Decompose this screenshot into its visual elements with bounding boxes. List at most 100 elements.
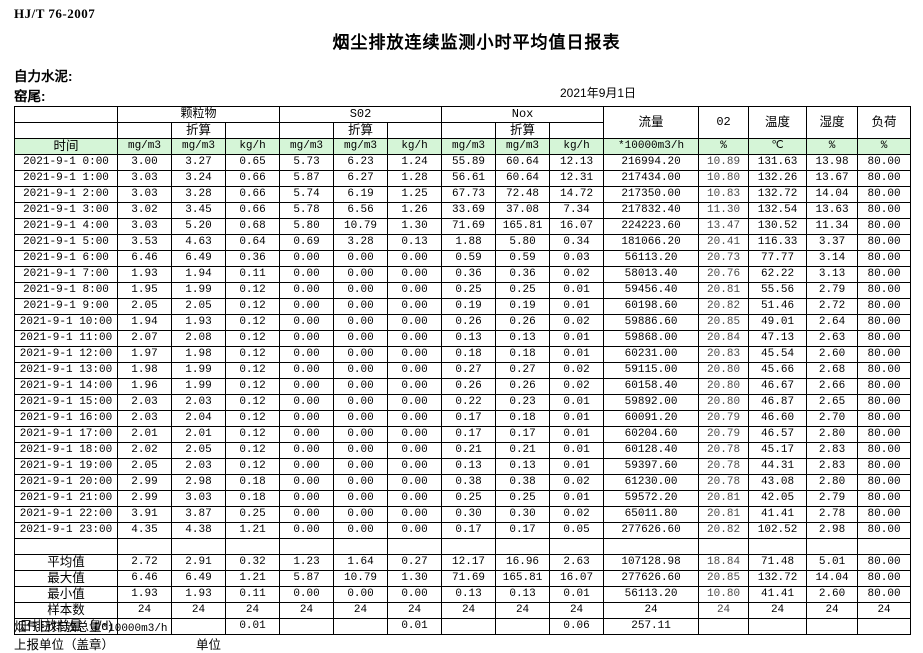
cell-value: 80.00 xyxy=(857,186,912,203)
header-blank-corner-2 xyxy=(14,122,118,139)
table-row-summary: 平均值 2.72 2.91 0.32 1.23 1.64 0.27 12.17 16.96 2.6… xyxy=(14,554,912,571)
cell-value: 80.00 xyxy=(857,250,912,267)
cell-value: 0.01 xyxy=(224,618,281,635)
cell-value: 59892.00 xyxy=(603,394,700,411)
cell-value: 24 xyxy=(224,602,281,619)
cell-value: 0.00 xyxy=(279,522,335,539)
cell-value: 59456.40 xyxy=(603,282,700,299)
cell-value: 0.12 xyxy=(224,410,281,427)
cell-value: 0.69 xyxy=(279,234,335,251)
unit-humidity: % xyxy=(806,138,859,155)
cell-value: 0.18 xyxy=(441,346,497,363)
cell-value: 60.64 xyxy=(495,170,551,187)
cell-value: 1.30 xyxy=(387,570,443,587)
cell-value: 20.41 xyxy=(698,234,750,251)
cell-value: 0.00 xyxy=(333,346,389,363)
cell-value: 0.12 xyxy=(224,282,281,299)
cell-time: 2021-9-1 1:00 xyxy=(14,170,118,187)
cell-value: 0.02 xyxy=(549,362,605,379)
group-header-so2: S02 xyxy=(279,106,443,123)
cell-value: 0.01 xyxy=(549,298,605,315)
cell-value: 0.00 xyxy=(333,266,389,283)
cell-value: 0.68 xyxy=(224,218,281,235)
cell-value: 0.01 xyxy=(549,426,605,443)
cell-value: 0.13 xyxy=(495,586,551,603)
cell-value: 2.64 xyxy=(806,314,859,331)
cell-value: 0.25 xyxy=(441,282,497,299)
table-body: 2021-9-1 0:00 3.00 3.27 0.65 5.73 6.23 1.24 55.… xyxy=(14,154,912,635)
cell-value: 0.66 xyxy=(224,186,281,203)
cell-value: 6.19 xyxy=(333,186,389,203)
cell-value: 3.03 xyxy=(171,490,226,507)
cell-value: 58013.40 xyxy=(603,266,700,283)
cell-value: 1.93 xyxy=(117,586,172,603)
cell-value: 3.28 xyxy=(171,186,226,203)
cell-value: 10.79 xyxy=(333,570,389,587)
cell-summary-label: 最小值 xyxy=(14,586,118,603)
cell-value: 20.81 xyxy=(698,490,750,507)
report-date: 2021年9月1日 xyxy=(560,86,637,100)
cell-value: 0.00 xyxy=(279,490,335,507)
cell-value: 24 xyxy=(698,602,750,619)
cell-value: 0.17 xyxy=(441,522,497,539)
cell-value: 12.31 xyxy=(549,170,605,187)
cell-value: 20.83 xyxy=(698,346,750,363)
table-row-hourly: 2021-9-1 18:00 2.02 2.05 0.12 0.00 0.00 0.00 0.… xyxy=(14,442,912,459)
cell-value: 10.79 xyxy=(333,218,389,235)
cell-value: 2.07 xyxy=(117,330,172,347)
cell-value: 0.00 xyxy=(279,474,335,491)
cell-value: 49.01 xyxy=(748,314,808,331)
cell-value: 24 xyxy=(279,602,335,619)
cell-value: 60231.00 xyxy=(603,346,700,363)
cell-value: 24 xyxy=(441,602,497,619)
cell-value: 80.00 xyxy=(857,170,912,187)
cell-value: 0.00 xyxy=(333,474,389,491)
group-header-particulate: 颗粒物 xyxy=(116,106,281,123)
cell-value: 71.69 xyxy=(441,218,497,235)
cell-value: 1.94 xyxy=(117,314,172,331)
cell-value: 3.24 xyxy=(171,170,226,187)
cell-value: 46.87 xyxy=(748,394,808,411)
cell-value: 80.00 xyxy=(857,570,912,587)
cell-value: 0.38 xyxy=(495,474,551,491)
table-row-hourly: 2021-9-1 4:00 3.03 5.20 0.68 5.80 10.79 1.30 71… xyxy=(14,218,912,235)
cell-value: 216994.20 xyxy=(603,154,700,171)
subheader-particulate-rate xyxy=(224,122,281,139)
cell-value: 20.80 xyxy=(698,378,750,395)
cell-value: 0.18 xyxy=(224,490,281,507)
cell-value: 0.13 xyxy=(441,458,497,475)
cell-value: 20.84 xyxy=(698,330,750,347)
cell-value: 10.83 xyxy=(698,186,750,203)
cell-value: 20.81 xyxy=(698,506,750,523)
cell-value: 2.72 xyxy=(806,298,859,315)
cell-value: 55.56 xyxy=(748,282,808,299)
cell-value xyxy=(333,618,389,635)
cell-value: 0.66 xyxy=(224,170,281,187)
cell-value: 3.91 xyxy=(117,506,172,523)
cell-value: 67.73 xyxy=(441,186,497,203)
cell-value: 2.66 xyxy=(806,378,859,395)
cell-value: 1.30 xyxy=(387,218,443,235)
cell-value: 107128.98 xyxy=(603,554,700,571)
cell-value: 0.66 xyxy=(224,202,281,219)
cell-time: 2021-9-1 12:00 xyxy=(14,346,118,363)
cell-value: 59886.60 xyxy=(603,314,700,331)
header-blank-corner xyxy=(14,106,118,123)
cell-value: 0.00 xyxy=(387,522,443,539)
cell-value: 43.08 xyxy=(748,474,808,491)
cell-value: 20.82 xyxy=(698,298,750,315)
cell-value: 0.00 xyxy=(387,490,443,507)
cell-value: 24 xyxy=(806,602,859,619)
cell-value: 24 xyxy=(857,602,912,619)
cell-value: 1.98 xyxy=(117,362,172,379)
cell-value: 0.01 xyxy=(549,410,605,427)
cell-value: 14.04 xyxy=(806,186,859,203)
table-row-hourly: 2021-9-1 17:00 2.01 2.01 0.12 0.00 0.00 0.00 0.… xyxy=(14,426,912,443)
cell-value: 2.05 xyxy=(171,298,226,315)
cell-value: 2.79 xyxy=(806,282,859,299)
cell-value: 0.12 xyxy=(224,298,281,315)
table-row-hourly: 2021-9-1 15:00 2.03 2.03 0.12 0.00 0.00 0.00 0.… xyxy=(14,394,912,411)
cell-value: 2.04 xyxy=(171,410,226,427)
cell-value: 24 xyxy=(171,602,226,619)
cell-value xyxy=(279,618,335,635)
